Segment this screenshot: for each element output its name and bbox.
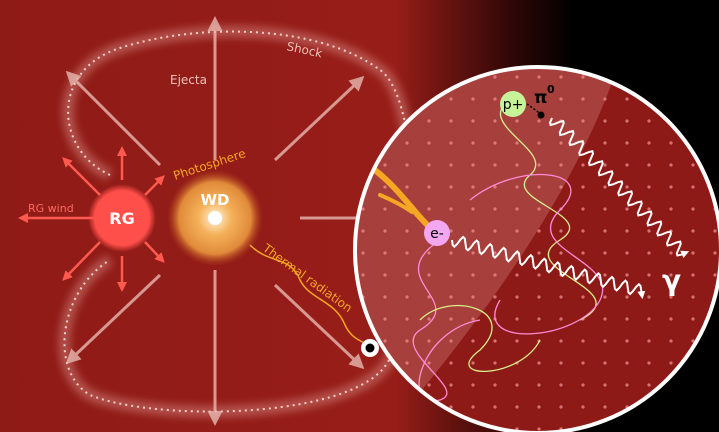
- white-dwarf: [208, 211, 222, 225]
- proton-label: p+: [503, 97, 524, 113]
- rg-wind-arrows: [18, 146, 165, 292]
- pion-label: π: [534, 88, 547, 108]
- ejecta-label: Ejecta: [170, 73, 207, 87]
- rg-label: RG: [109, 209, 134, 228]
- pion-charge: 0: [547, 83, 555, 96]
- lens-anchor-core: [365, 343, 375, 353]
- ejecta-arrows: [65, 16, 380, 426]
- electron-label: e-: [430, 226, 444, 242]
- thermal-path: [249, 244, 369, 347]
- rg-wind-label: RG wind: [28, 202, 74, 215]
- gamma-label: γ: [662, 264, 681, 297]
- wd-label: WD: [201, 191, 230, 209]
- zoom-lens: [353, 65, 719, 432]
- red-giant: [88, 184, 156, 252]
